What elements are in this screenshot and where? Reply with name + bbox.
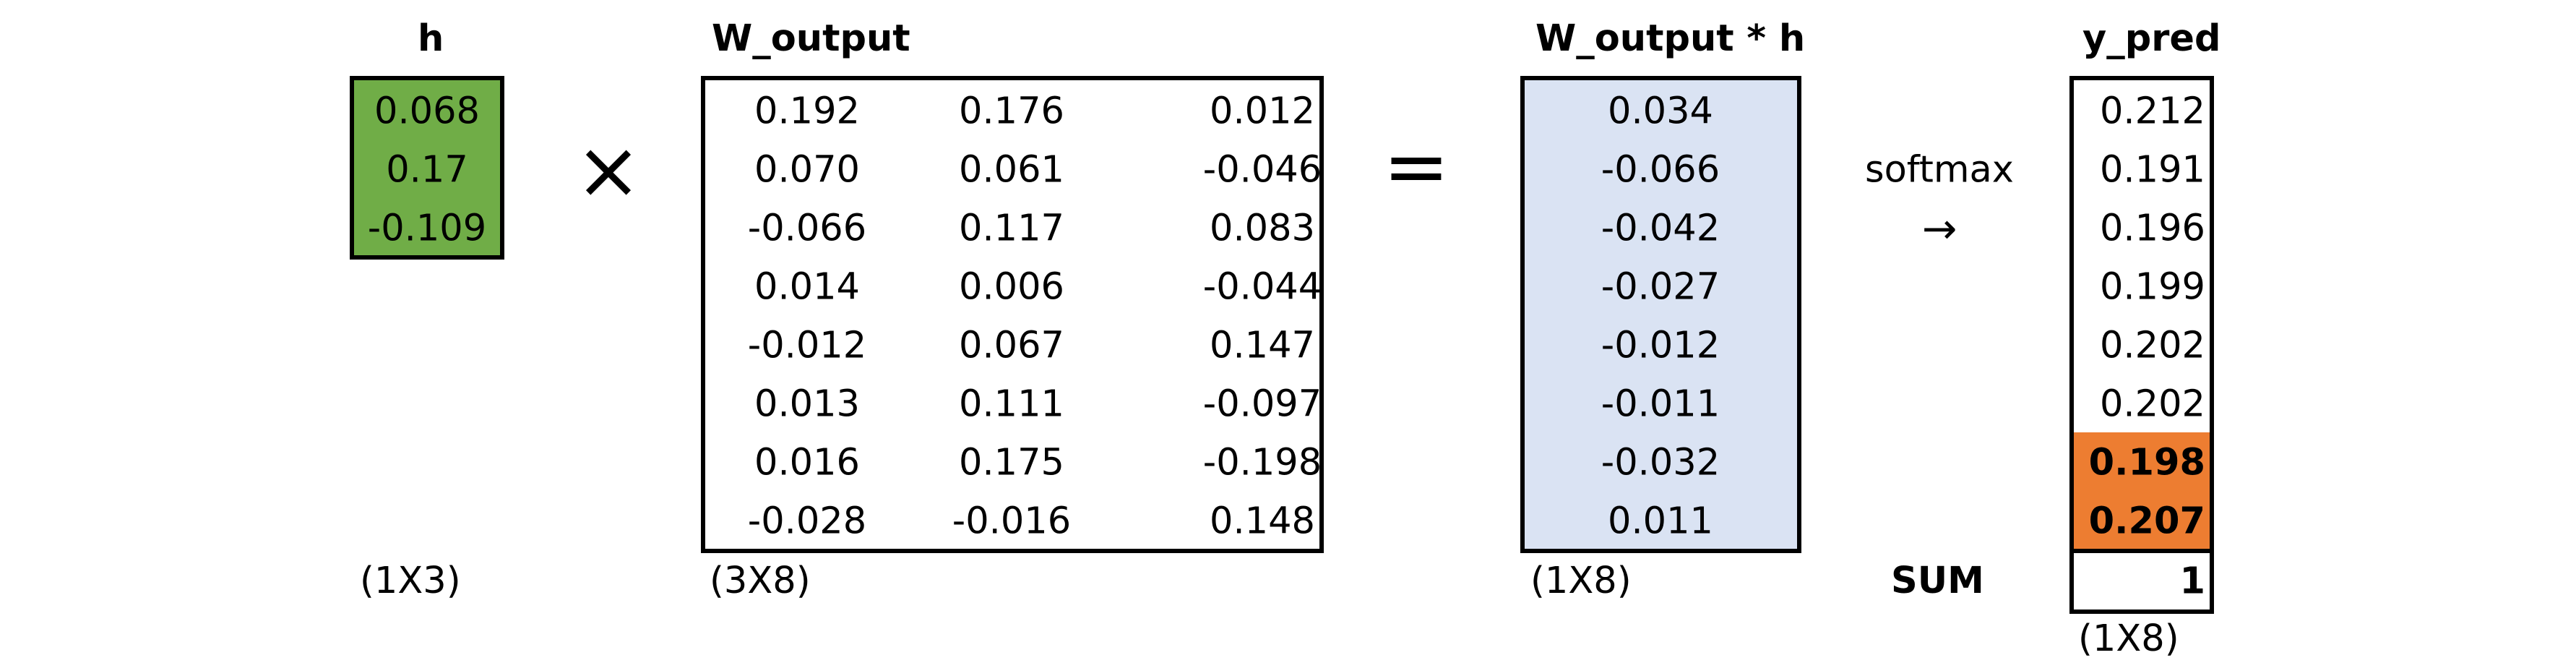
product-vector-box bbox=[1520, 76, 1801, 553]
product-title: W_output * h bbox=[1535, 17, 1806, 60]
y-pred-cell: 0.202 bbox=[2099, 324, 2205, 367]
w-output-cell: 0.083 bbox=[1209, 207, 1316, 250]
w-output-cell: 0.192 bbox=[754, 90, 861, 133]
w-output-cell: 0.067 bbox=[958, 324, 1065, 367]
product-cell: -0.011 bbox=[1601, 382, 1720, 426]
y-pred-cell: 0.202 bbox=[2099, 382, 2205, 426]
h-vector-box bbox=[350, 76, 504, 260]
y-pred-dims: (1X8) bbox=[2078, 617, 2179, 660]
product-cell: -0.032 bbox=[1601, 441, 1720, 484]
h-value-2: 0.17 bbox=[386, 148, 468, 192]
product-cell: 0.034 bbox=[1607, 90, 1714, 133]
h-value-3: -0.109 bbox=[367, 207, 487, 250]
w-output-cell: 0.061 bbox=[958, 148, 1065, 192]
y-pred-cell: 0.196 bbox=[2099, 207, 2205, 250]
multiply-operator: × bbox=[574, 124, 642, 216]
w-output-cell: 0.006 bbox=[958, 265, 1065, 309]
w-output-dims: (3X8) bbox=[710, 560, 811, 602]
y-pred-title: y_pred bbox=[2082, 17, 2221, 60]
w-output-cell: 0.175 bbox=[958, 441, 1065, 484]
w-output-cell: 0.117 bbox=[958, 207, 1065, 250]
w-output-matrix-box bbox=[701, 76, 1324, 553]
h-dims: (1X3) bbox=[360, 560, 461, 602]
h-value-1: 0.068 bbox=[374, 90, 481, 133]
w-output-cell: 0.111 bbox=[958, 382, 1065, 426]
w-output-cell: 0.070 bbox=[754, 148, 861, 192]
w-output-cell: -0.012 bbox=[747, 324, 867, 367]
product-cell: -0.027 bbox=[1601, 265, 1720, 309]
w-output-cell: 0.012 bbox=[1209, 90, 1316, 133]
sum-value: 1 bbox=[2179, 560, 2206, 603]
w-output-cell: -0.066 bbox=[747, 207, 867, 250]
h-title: h bbox=[418, 17, 444, 60]
arrow-right-icon: → bbox=[1921, 204, 1957, 253]
w-output-cell: 0.014 bbox=[754, 265, 861, 309]
w-output-cell: -0.016 bbox=[952, 500, 1072, 543]
w-output-cell: -0.198 bbox=[1202, 441, 1322, 484]
w-output-cell: 0.148 bbox=[1209, 500, 1316, 543]
sum-box bbox=[2069, 549, 2214, 614]
y-pred-cell: 0.198 bbox=[2088, 441, 2205, 484]
w-output-cell: -0.028 bbox=[747, 500, 867, 543]
w-output-cell: 0.176 bbox=[958, 90, 1065, 133]
product-cell: -0.012 bbox=[1601, 324, 1720, 367]
equals-operator: = bbox=[1382, 120, 1450, 213]
w-output-cell: -0.097 bbox=[1202, 382, 1322, 426]
y-pred-cell: 0.207 bbox=[2088, 500, 2205, 543]
product-cell: -0.066 bbox=[1601, 148, 1720, 192]
product-cell: -0.042 bbox=[1601, 207, 1720, 250]
y-pred-cell: 0.199 bbox=[2099, 265, 2205, 309]
w-output-cell: -0.046 bbox=[1202, 148, 1322, 192]
product-cell: 0.011 bbox=[1607, 500, 1714, 543]
w-output-title: W_output bbox=[712, 17, 910, 60]
product-dims: (1X8) bbox=[1530, 560, 1632, 602]
y-pred-highlight bbox=[2071, 432, 2213, 549]
softmax-label: softmax bbox=[1865, 148, 2014, 192]
sum-label: SUM bbox=[1891, 560, 1984, 602]
y-pred-cell: 0.212 bbox=[2099, 90, 2205, 133]
w-output-cell: 0.147 bbox=[1209, 324, 1316, 367]
w-output-cell: -0.044 bbox=[1202, 265, 1322, 309]
w-output-cell: 0.013 bbox=[754, 382, 861, 426]
w-output-cell: 0.016 bbox=[754, 441, 861, 484]
y-pred-cell: 0.191 bbox=[2099, 148, 2205, 192]
